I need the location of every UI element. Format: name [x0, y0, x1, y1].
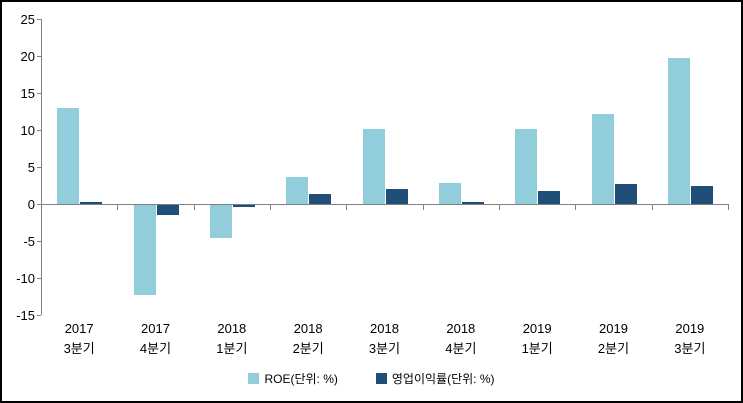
- bar-operating-margin: [80, 201, 103, 204]
- bar-operating-margin: [232, 205, 255, 208]
- bar-roe: [133, 205, 156, 295]
- x-tick-mark: [270, 204, 271, 210]
- x-category-label: 2018 2분기: [292, 321, 324, 356]
- bar-operating-margin: [690, 186, 713, 204]
- bar-operating-margin: [461, 201, 484, 204]
- bar-roe: [667, 58, 690, 204]
- bar-operating-margin: [614, 184, 637, 204]
- bar-roe: [515, 129, 538, 204]
- legend-item-roe: ROE(단위: %): [248, 370, 338, 387]
- x-tick-mark: [346, 204, 348, 210]
- y-tick-label: 20: [20, 49, 35, 64]
- y-tick-mark: [37, 241, 41, 242]
- x-category-label: 2017 3분기: [63, 321, 95, 356]
- y-tick-label: -5: [23, 234, 35, 249]
- y-tick-label: 15: [20, 86, 35, 101]
- bar-operating-margin: [156, 205, 179, 215]
- y-tick-label: 25: [20, 12, 35, 27]
- y-tick-label: 10: [20, 123, 35, 138]
- bar-roe: [57, 107, 80, 204]
- y-tick-label: 0: [27, 197, 35, 212]
- x-tick-mark: [499, 204, 500, 210]
- y-tick-mark: [37, 130, 41, 131]
- y-tick-mark: [37, 315, 41, 316]
- x-category-label: 2019 1분기: [521, 321, 553, 356]
- x-category-label: 2018 1분기: [216, 321, 248, 356]
- x-category-label: 2018 3분기: [368, 321, 401, 356]
- bar-roe: [438, 183, 461, 204]
- y-tick-mark: [37, 19, 41, 20]
- y-axis-line: [41, 19, 42, 315]
- y-tick-mark: [37, 204, 41, 205]
- x-tick-mark: [193, 204, 195, 210]
- bar-roe: [286, 177, 309, 204]
- y-tick-mark: [37, 167, 41, 168]
- legend-label-roe: ROE(단위: %): [264, 372, 338, 386]
- legend-swatch-roe: [248, 373, 260, 384]
- y-tick-mark: [37, 93, 41, 94]
- legend-swatch-operating-margin: [375, 373, 387, 384]
- x-tick-mark: [117, 204, 119, 210]
- bar-operating-margin: [538, 190, 561, 204]
- x-tick-mark: [422, 204, 424, 210]
- x-category-label: 2019 2분기: [597, 321, 630, 356]
- y-tick-label: -10: [16, 271, 35, 286]
- legend-item-operating-margin: 영업이익률(단위: %): [375, 370, 495, 387]
- x-tick-mark: [575, 204, 577, 210]
- zero-line: [41, 204, 728, 205]
- bar-roe: [209, 205, 232, 238]
- y-tick-label: 5: [27, 160, 35, 175]
- bar-roe: [362, 128, 385, 204]
- x-tick-mark: [728, 204, 729, 210]
- legend-label-operating-margin: 영업이익률(단위: %): [391, 372, 495, 386]
- x-category-label: 2019 3분기: [674, 321, 706, 356]
- bar-operating-margin: [385, 189, 408, 204]
- x-tick-mark: [651, 204, 653, 210]
- y-tick-mark: [37, 56, 41, 57]
- x-category-label: 2017 4분기: [139, 321, 172, 356]
- y-tick-label: -15: [16, 308, 35, 323]
- chart-legend: ROE(단위: %) 영업이익률(단위: %): [2, 370, 741, 387]
- x-category-label: 2018 4분기: [445, 321, 477, 356]
- bar-roe: [591, 113, 614, 204]
- bar-operating-margin: [309, 194, 332, 204]
- y-tick-mark: [37, 278, 41, 279]
